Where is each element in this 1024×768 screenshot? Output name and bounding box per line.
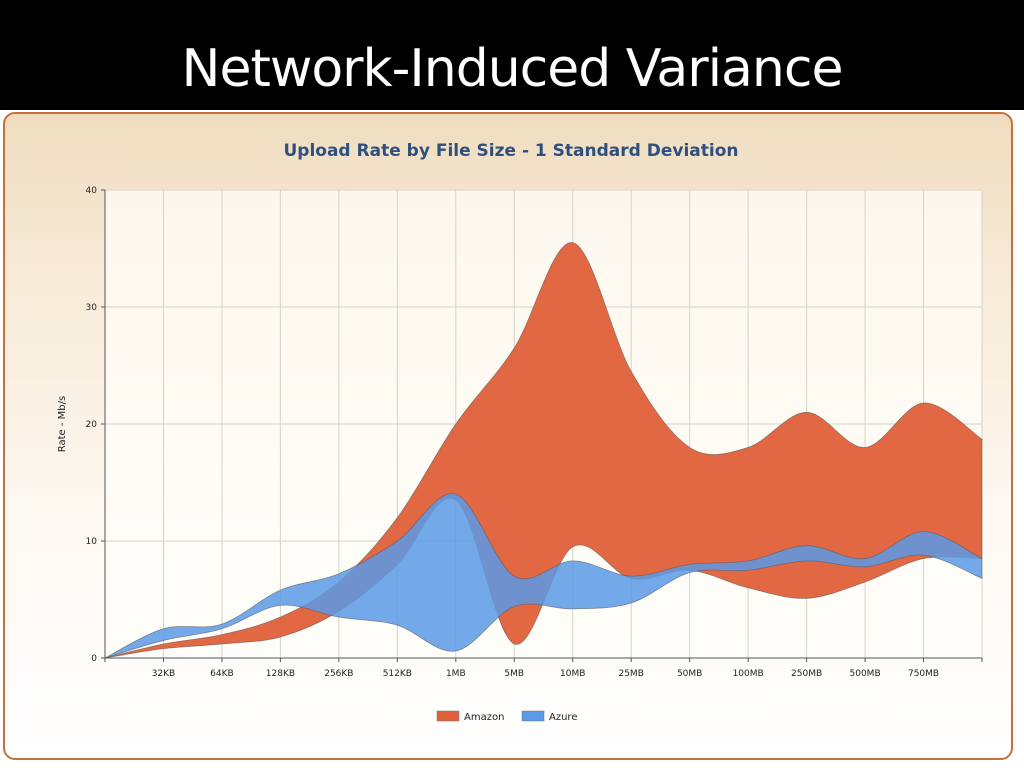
chart-title: Upload Rate by File Size - 1 Standard De… [283,141,738,161]
series-band-azure [104,493,983,659]
series-areas [104,242,983,659]
x-tick-label: 100MB [733,669,764,679]
upload-rate-chart: Upload Rate by File Size - 1 Standard De… [57,141,983,723]
x-tick-label: 32KB [152,669,176,679]
legend-label-azure: Azure [549,712,577,723]
slide-title: Network-Induced Variance [181,39,844,99]
x-tick-label: 50MB [677,669,702,679]
x-tick-label: 512KB [383,669,412,679]
legend-swatch-azure [521,710,545,722]
chart-panel: Upload Rate by File Size - 1 Standard De… [3,112,1013,760]
legend-label-amazon: Amazon [464,712,504,723]
y-axis-label: Rate - Mb/s [57,396,68,452]
y-tick-label: 10 [86,537,98,547]
y-tick-label: 30 [86,303,98,313]
x-tick-label: 25MB [618,669,643,679]
y-tick-label: 0 [91,654,97,664]
y-tick-label: 20 [86,420,98,430]
legend-swatch-amazon [436,710,460,722]
x-tick-label: 64KB [210,669,234,679]
legend: Amazon Azure [436,710,577,723]
x-tick-label: 1MB [446,669,466,679]
axes: 0 10 20 30 40 32KB 64KB 128KB 256KB 512KB 1MB 5MB 10… [86,186,983,679]
x-tick-label: 128KB [266,669,295,679]
x-tick-label: 750MB [908,669,939,679]
y-tick-label: 40 [86,186,98,196]
x-tick-label: 500MB [850,669,881,679]
x-tick-label: 256KB [324,669,353,679]
x-tick-label: 5MB [504,669,524,679]
x-tick-label: 250MB [791,669,822,679]
x-tick-label: 10MB [560,669,585,679]
slide-title-bar [0,0,1024,110]
